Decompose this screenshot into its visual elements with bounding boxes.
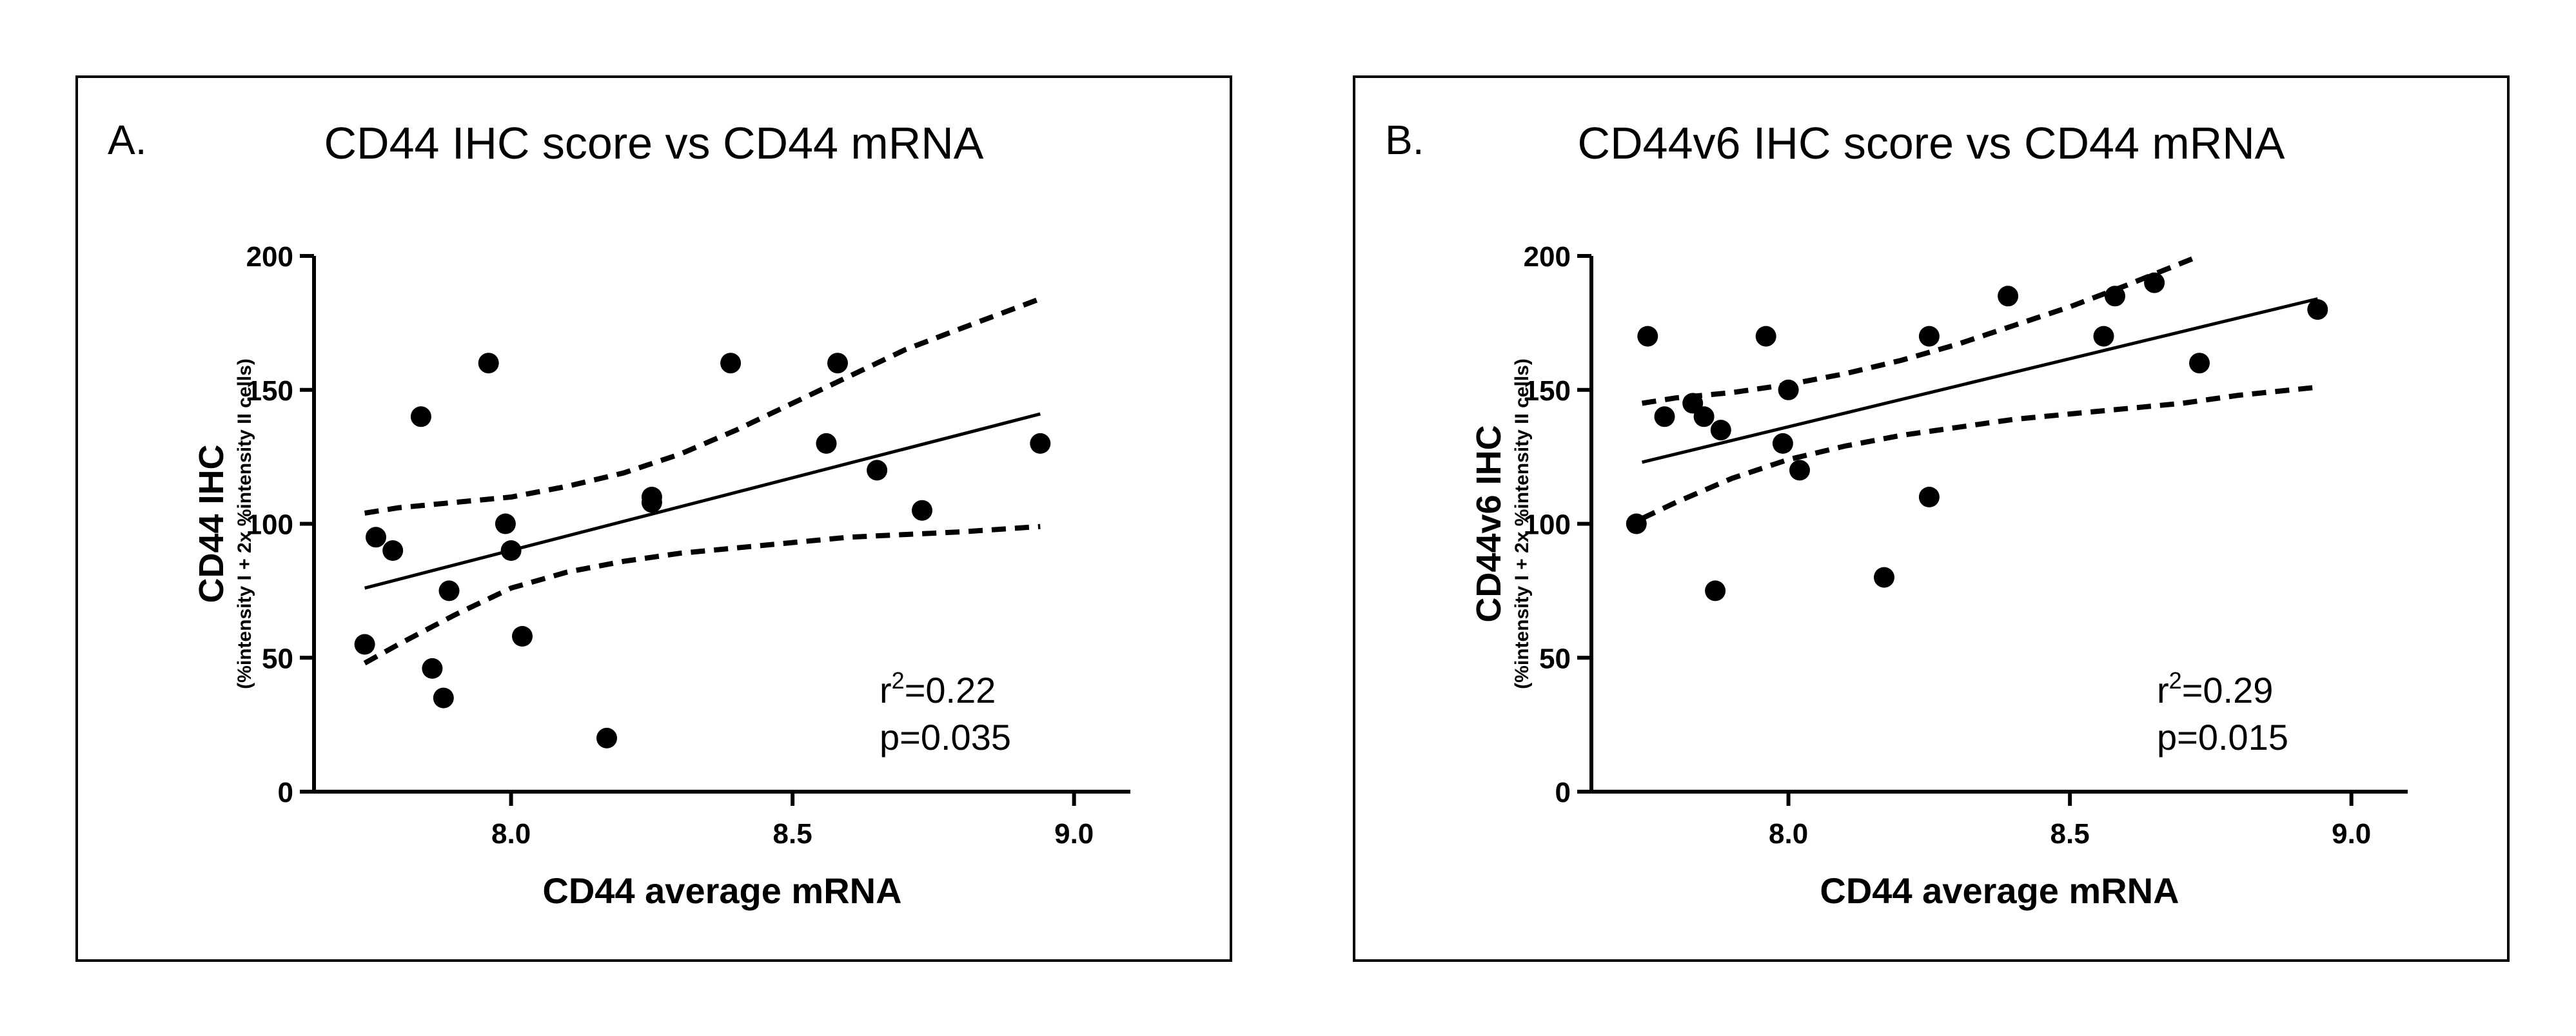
chart-a-data-point	[438, 580, 460, 601]
chart-b-r-squared: r2=0.29	[2157, 667, 2273, 710]
chart-b-x-tick-label: 8.0	[1769, 818, 1808, 850]
chart-b-data-point	[1693, 406, 1715, 427]
chart-b-y-tick-label: 0	[1555, 777, 1571, 808]
chart-a-ci-lower-line	[363, 523, 1041, 666]
chart-a-data-point	[1030, 433, 1051, 454]
chart-b-data-point	[2093, 326, 2114, 347]
chart-a-data-point	[827, 353, 848, 374]
chart-a-y-tick-label: 0	[278, 777, 293, 808]
chart-b-data-point	[2144, 272, 2165, 293]
chart-b-regression-line	[1642, 297, 2318, 464]
chart-a-svg: A. CD44 IHC score vs CD44 mRNA 0 50 100 150 20…	[108, 117, 1130, 911]
chart-a-title: CD44 IHC score vs CD44 mRNA	[324, 118, 984, 168]
chart-b-data-point	[1874, 567, 1894, 588]
chart-b-data-point	[1918, 487, 1940, 507]
chart-a-r-squared-exponent: 2	[892, 667, 905, 694]
chart-a-x-tick-label: 9.0	[1054, 818, 1094, 850]
chart-a-data-point	[382, 540, 404, 561]
chart-a-data-point	[422, 658, 443, 679]
chart-b-y-tick-label: 50	[1539, 643, 1571, 674]
chart-b-p-value: p=0.015	[2157, 717, 2288, 757]
chart-b-data-point	[2189, 353, 2210, 374]
chart-a-y-tick-label: 200	[246, 241, 293, 273]
chart-a-panel-letter: A.	[108, 117, 146, 163]
chart-a-ci-upper-line	[364, 296, 1041, 516]
chart-a-x-tick-label: 8.5	[773, 818, 812, 850]
chart-a-p-value: p=0.035	[880, 717, 1011, 757]
chart-a-data-point	[867, 460, 888, 481]
chart-a-x-tick-label: 8.0	[491, 818, 531, 850]
chart-a-y-tick-label: 100	[246, 509, 293, 541]
chart-b-y-tick-label: 150	[1524, 375, 1571, 407]
chart-a-data-point	[410, 406, 431, 427]
chart-a-r-squared: r2=0.22	[880, 667, 996, 710]
chart-a-data-point	[478, 353, 499, 374]
chart-a-data-point	[500, 540, 522, 561]
chart-a-data-point	[641, 492, 662, 513]
chart-a-data-point	[495, 513, 516, 534]
chart-a-regression-line	[364, 412, 1041, 590]
chart-a-data-point	[596, 727, 617, 748]
chart-b-svg: B. CD44v6 IHC score vs CD44 mRNA 0 50 100 150…	[1385, 117, 2408, 911]
chart-b-ci-upper-line	[1641, 253, 2201, 406]
chart-a-data-point	[366, 527, 386, 548]
chart-b-data-point	[1710, 420, 1731, 441]
chart-b-data-point	[1772, 433, 1793, 454]
chart-a-data-point	[912, 500, 932, 521]
chart-b-title: CD44v6 IHC score vs CD44 mRNA	[1578, 118, 2285, 168]
chart-b-y-axis-sublabel: (%intensity I + 2x %intensity II cells)	[1511, 358, 1533, 689]
chart-a-y-tick-label: 50	[262, 643, 293, 674]
chart-b-data-point	[1998, 286, 2019, 307]
chart-b-data-point	[1637, 326, 1658, 347]
chart-b-data-point	[2105, 286, 2125, 307]
chart-b-y-tick-label: 100	[1524, 509, 1571, 541]
chart-b-ci-lower-line	[1640, 384, 2318, 521]
chart-b-data-point	[1705, 580, 1726, 601]
chart-a-y-axis-sublabel: (%intensity I + 2x %intensity II cells)	[234, 358, 255, 689]
panel-a: A. CD44 IHC score vs CD44 mRNA 0 50 100 150 20…	[75, 75, 1232, 962]
chart-a-y-axis-label: CD44 IHC	[192, 444, 231, 603]
chart-b-data-point	[1755, 326, 1776, 347]
chart-b-y-axis-label: CD44v6 IHC	[1470, 425, 1508, 622]
chart-a-data-point	[433, 687, 454, 709]
chart-a-data-point	[512, 626, 533, 647]
chart-b-r-squared-exponent: 2	[2169, 667, 2182, 694]
chart-a-data-point	[720, 353, 742, 374]
chart-b-data-point	[1654, 406, 1675, 427]
chart-b-x-axis-label: CD44 average mRNA	[1820, 870, 2179, 911]
chart-a-data-point	[816, 433, 837, 454]
chart-a-data-point	[354, 634, 375, 655]
panel-b: B. CD44v6 IHC score vs CD44 mRNA 0 50 100 150…	[1353, 75, 2510, 962]
chart-b-data-point	[2307, 299, 2328, 320]
chart-b-data-point	[1918, 326, 1940, 347]
chart-a-x-axis-label: CD44 average mRNA	[542, 870, 901, 911]
chart-b-data-point	[1778, 379, 1799, 400]
chart-b-y-tick-label: 200	[1524, 241, 1571, 273]
chart-b-panel-letter: B.	[1385, 117, 1424, 163]
chart-a-r-squared-value: =0.22	[905, 670, 996, 710]
chart-b-r-squared-symbol: r	[2157, 670, 2169, 710]
chart-b-x-tick-label: 9.0	[2332, 818, 2371, 850]
chart-a-r-squared-symbol: r	[880, 670, 892, 710]
chart-b-r-squared-value: =0.29	[2182, 670, 2274, 710]
chart-b-data-point	[1626, 513, 1647, 534]
chart-b-data-point	[1789, 460, 1810, 481]
chart-b-x-tick-label: 8.5	[2050, 818, 2090, 850]
chart-a-y-tick-label: 150	[246, 375, 293, 407]
